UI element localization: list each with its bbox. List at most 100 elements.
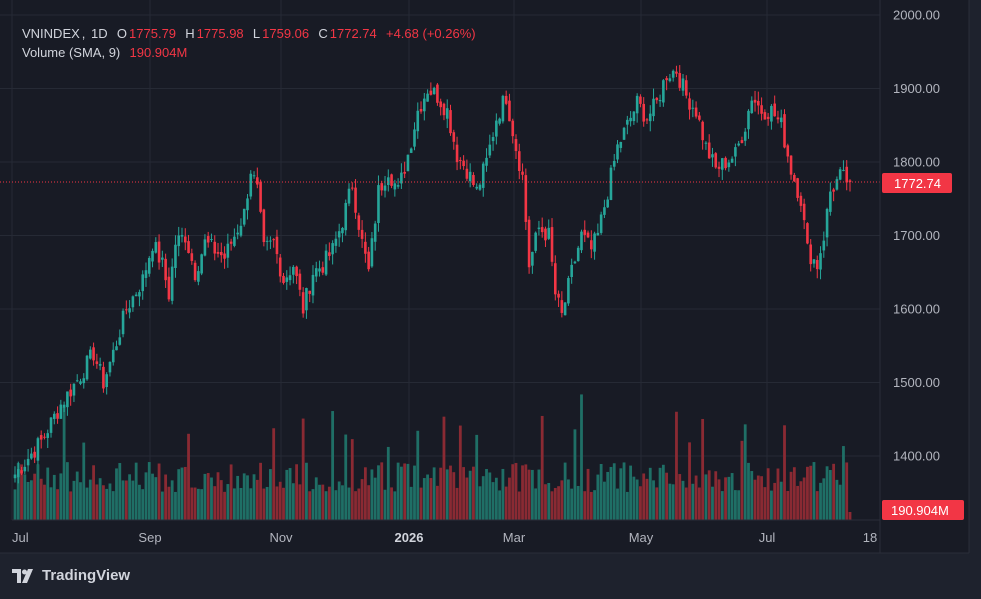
candle-body (20, 470, 23, 474)
volume-bar (792, 467, 796, 520)
price-axis[interactable]: 1400.00 1500.00 1600.00 1700.00 1800.00 1900.… (893, 8, 940, 464)
legend-low: 1759.06 (262, 26, 310, 41)
candle-body (802, 203, 806, 221)
volume-bar (619, 468, 623, 520)
candle-body (504, 95, 508, 104)
volume-bar (766, 468, 770, 520)
volume-bar (275, 486, 279, 520)
volume-bar (396, 462, 400, 520)
candle-body (665, 78, 668, 81)
volume-bar (809, 465, 813, 520)
candle-body (691, 107, 695, 109)
candle-body (763, 112, 767, 120)
legend-symbol[interactable]: VNINDEX (22, 26, 80, 41)
candle-body (590, 240, 593, 250)
volume-bar (95, 484, 99, 520)
candle-body (373, 223, 377, 242)
candle-body (439, 101, 442, 108)
candle-body (69, 389, 72, 397)
candle-body (616, 144, 619, 160)
candle-body (678, 73, 682, 88)
candle-body (206, 236, 210, 243)
volume-bar (98, 478, 102, 520)
volume-bar (383, 489, 387, 520)
volume-bar (770, 490, 773, 520)
volume-bar (642, 473, 646, 520)
candle-body (249, 173, 253, 197)
candle-body (13, 474, 17, 479)
y-tick-label: 2000.00 (893, 8, 940, 23)
candle-body (537, 227, 541, 230)
candle-body (498, 118, 501, 124)
volume-bar (210, 477, 213, 520)
volume-bar (141, 489, 145, 520)
candle-body (82, 378, 86, 384)
candle-body (354, 187, 357, 213)
volume-bar (406, 463, 410, 520)
candle-body (131, 296, 135, 308)
candle-body (743, 131, 747, 141)
volume-bar (465, 477, 469, 520)
candle-body (684, 80, 688, 96)
candle-body (403, 171, 406, 174)
volume-bar (707, 470, 711, 520)
candle-body (56, 413, 59, 419)
volume-bar (796, 485, 800, 520)
candle-body (688, 98, 691, 110)
candle-body (432, 87, 436, 95)
volume-bar (16, 463, 20, 520)
candle-body (452, 132, 456, 142)
x-tick-label: Jul (12, 530, 29, 545)
y-tick-label: 1600.00 (893, 302, 940, 317)
candle-body (314, 268, 318, 277)
candle-body (75, 380, 79, 382)
candle-body (547, 227, 551, 239)
volume-bar (151, 473, 154, 520)
candle-body (272, 239, 275, 241)
volume-bar (341, 485, 344, 520)
candle-body (671, 70, 675, 78)
candle-body (180, 235, 184, 237)
volume-bar (449, 465, 452, 520)
volume-bar (429, 478, 433, 520)
candle-body (838, 169, 842, 180)
candle-body (773, 103, 776, 117)
volume-bar (704, 474, 708, 520)
volume-bar (108, 483, 112, 520)
legend-volume-row: Volume (SMA, 9) 190.904M (22, 43, 478, 62)
volume-bar (121, 480, 125, 520)
candle-body (806, 223, 809, 244)
candle-body (154, 242, 158, 253)
candle-body (416, 110, 420, 132)
candle-body (256, 177, 259, 185)
candle-body (223, 253, 226, 259)
volume-bar (305, 462, 308, 520)
legend-volume-label[interactable]: Volume (SMA, 9) (22, 45, 121, 60)
volume-bar (458, 425, 462, 520)
volume-bar (720, 491, 724, 520)
volume-bar (216, 472, 220, 520)
candle-body (829, 191, 832, 212)
candle-body (242, 208, 246, 225)
candle-body (210, 239, 213, 241)
tradingview-logo[interactable]: TradingView (12, 567, 130, 584)
volume-bar (229, 464, 233, 520)
candle-body (128, 308, 131, 313)
volume-bar (733, 490, 737, 520)
volume-bar (822, 478, 826, 520)
candle-body (557, 293, 560, 298)
volume-bar (455, 487, 459, 520)
volume-bar (671, 484, 675, 520)
volume-bar (462, 467, 466, 520)
time-axis[interactable]: Jul Sep Nov 2026 Mar May Jul 18 (12, 530, 877, 545)
candle-body (675, 71, 678, 74)
candle-body (681, 78, 685, 91)
volume-bar (232, 488, 236, 520)
candle-body (596, 232, 600, 236)
volume-bar (259, 462, 262, 520)
candle-body (531, 251, 534, 266)
candle-body (233, 236, 236, 246)
legend-interval[interactable]: 1D (91, 26, 108, 41)
candle-body (174, 244, 177, 268)
